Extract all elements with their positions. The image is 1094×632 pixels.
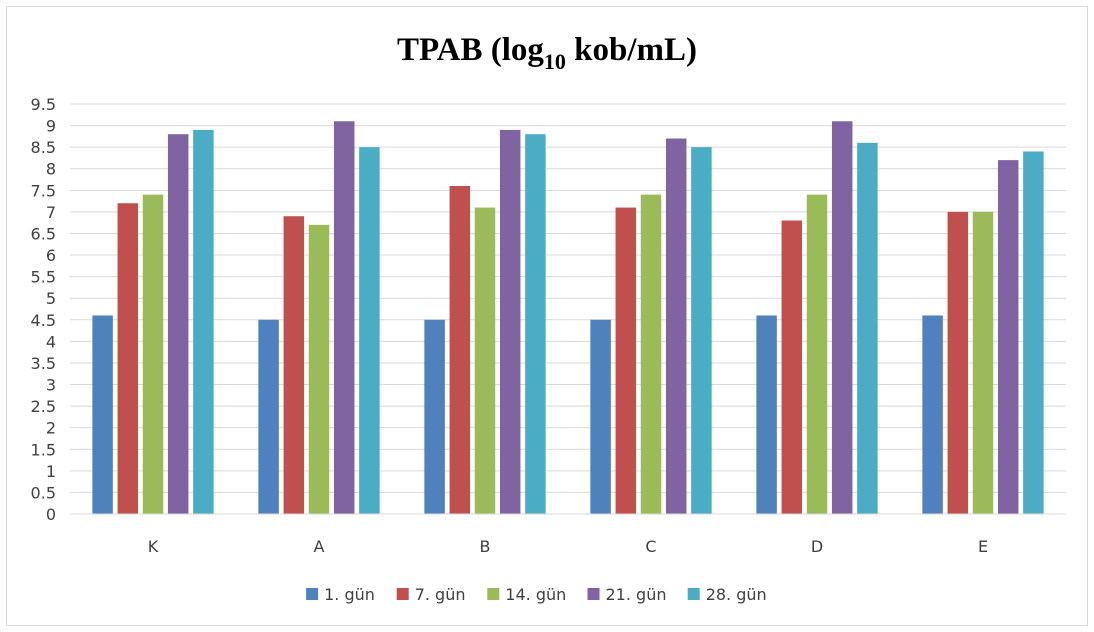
bar-K-series-4 (167, 134, 189, 515)
y-tick-label: 2.5 (31, 397, 56, 416)
bar-D-series-2 (781, 220, 803, 515)
bar-E-series-1 (922, 315, 943, 514)
bar-B-series-5 (525, 134, 546, 515)
bar-B-series-4 (499, 129, 521, 515)
legend-swatch (306, 588, 319, 600)
y-tick-label: 5.5 (31, 268, 56, 287)
bar-K-series-2 (117, 203, 139, 514)
bar-C-series-3 (640, 194, 662, 514)
bar-D-series-5 (857, 142, 878, 514)
chart-title-main: TPAB (log (396, 32, 544, 68)
legend-swatch (396, 588, 409, 600)
chart-title-tail: kob/mL) (565, 32, 698, 68)
bar-C-series-1 (590, 319, 611, 514)
y-tick-label: 9 (46, 117, 56, 136)
bar-A-series-1 (258, 319, 279, 514)
legend-label: 21. gün (606, 585, 667, 604)
bar-C-series-5 (691, 147, 712, 514)
y-tick-label: 8 (46, 160, 56, 179)
y-tick-label: 9.5 (31, 95, 56, 114)
bar-B-series-3 (474, 207, 496, 514)
y-tick-label: 6 (46, 246, 56, 265)
bar-A-series-4 (333, 121, 355, 515)
y-tick-label: 2 (46, 419, 56, 438)
x-category-label: B (480, 537, 491, 556)
legend-swatch (687, 588, 700, 600)
x-category-label: C (645, 537, 656, 556)
grid-lines (70, 103, 1066, 515)
y-tick-label: 0 (46, 505, 56, 524)
bar-E-series-2 (947, 211, 969, 515)
y-tick-label: 3.5 (31, 354, 56, 373)
chart-title-subscript: 10 (543, 49, 566, 74)
bar-A-series-5 (359, 147, 380, 514)
bar-K-series-1 (92, 315, 113, 514)
bar-E-series-5 (1023, 151, 1044, 514)
legend-swatch (587, 588, 600, 600)
y-tick-label: 4 (46, 332, 56, 351)
y-tick-label: 8.5 (31, 138, 56, 157)
y-tick-label: 5 (46, 289, 56, 308)
bar-D-series-4 (831, 121, 853, 515)
x-category-label: A (314, 537, 325, 556)
x-category-label: D (811, 537, 823, 556)
bar-K-series-3 (142, 194, 164, 514)
bar-E-series-4 (997, 160, 1019, 514)
bar-C-series-2 (615, 207, 637, 514)
legend: 1. gün 7. gün 14. gün 21. gün 28. gün (306, 585, 767, 604)
bar-A-series-3 (308, 224, 330, 514)
legend-swatch (487, 588, 500, 600)
legend-label: 28. gün (706, 585, 767, 604)
bar-A-series-2 (283, 216, 305, 515)
y-tick-label: 1.5 (31, 440, 56, 459)
bar-C-series-4 (665, 138, 687, 515)
x-category-label: E (978, 537, 988, 556)
bar-B-series-2 (449, 186, 471, 514)
bar-B-series-1 (424, 319, 445, 514)
bar-K-series-5 (193, 129, 214, 515)
x-category-label: K (148, 537, 159, 556)
y-tick-label: 7.5 (31, 181, 56, 200)
legend-label: 7. gün (415, 585, 466, 604)
y-tick-label: 6.5 (31, 224, 56, 243)
legend-label: 1. gün (324, 585, 375, 604)
y-tick-label: 3 (46, 376, 56, 395)
y-tick-label: 1 (46, 462, 56, 481)
y-tick-label: 7 (46, 203, 56, 222)
y-tick-label: 0.5 (31, 483, 56, 502)
chart-title: TPAB (log10 kob/mL) (0, 30, 1094, 74)
legend-label: 14. gün (505, 585, 566, 604)
bar-D-series-3 (806, 194, 828, 514)
y-tick-label: 4.5 (31, 311, 56, 330)
bar-E-series-3 (972, 211, 994, 515)
bar-D-series-1 (756, 315, 777, 514)
y-axis: 0 0.5 1 1.5 2 2.5 3 3.5 4 4.5 5 5.5 6 6.5 7 7.5 8 8.5 9 9.5 (31, 95, 56, 524)
bars (92, 121, 1044, 515)
